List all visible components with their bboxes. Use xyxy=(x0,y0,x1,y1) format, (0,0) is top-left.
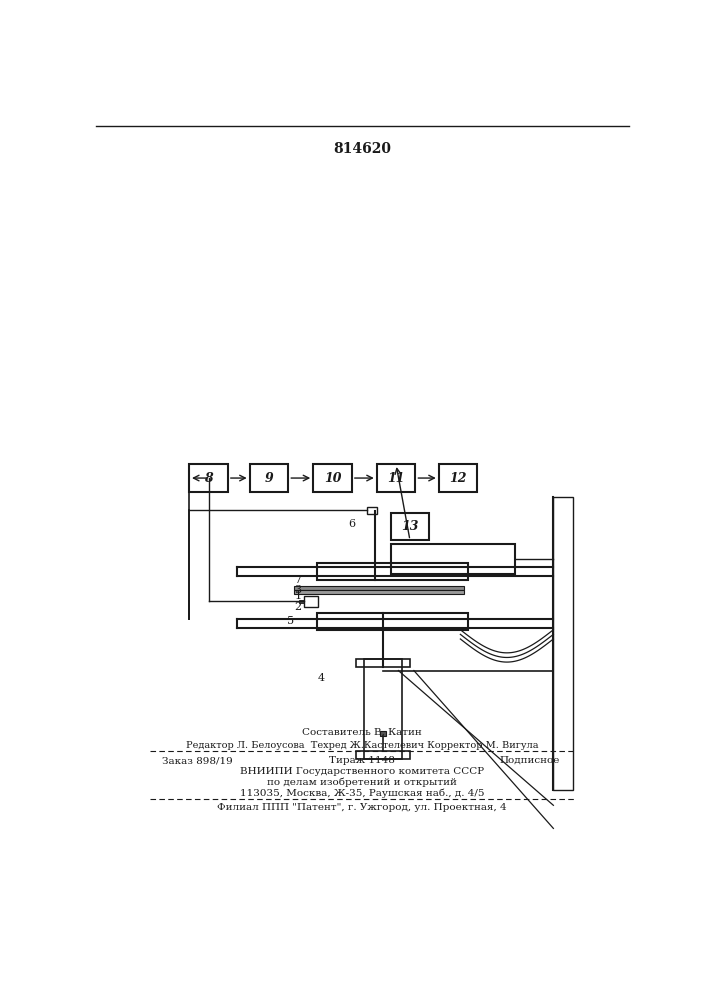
Text: 814620: 814620 xyxy=(333,142,391,156)
Bar xyxy=(317,613,468,630)
Bar xyxy=(363,659,402,759)
Bar xyxy=(317,563,468,580)
Bar xyxy=(391,513,429,540)
Bar xyxy=(380,731,386,736)
Bar xyxy=(313,464,352,492)
Bar xyxy=(304,596,317,607)
Text: 2: 2 xyxy=(294,602,301,612)
Text: Тираж 1148: Тираж 1148 xyxy=(329,756,395,765)
Bar xyxy=(377,464,416,492)
Bar xyxy=(438,464,477,492)
Text: 9: 9 xyxy=(264,472,274,485)
Bar xyxy=(293,586,464,590)
Text: 7: 7 xyxy=(295,575,301,585)
Text: Заказ 898/19: Заказ 898/19 xyxy=(162,756,233,765)
Text: Редактор Л. Белоусова  Техред Ж.Кастелевич Корректор М. Вигула: Редактор Л. Белоусова Техред Ж.Кастелеви… xyxy=(186,741,538,750)
Text: Подписное: Подписное xyxy=(500,756,561,765)
Text: Филиал ППП "Патент", г. Ужгород, ул. Проектная, 4: Филиал ППП "Патент", г. Ужгород, ул. Про… xyxy=(217,803,507,812)
Text: 5: 5 xyxy=(286,615,293,626)
Text: 6: 6 xyxy=(349,519,356,529)
Text: 12: 12 xyxy=(450,472,467,485)
Bar xyxy=(356,659,410,667)
Text: 113035, Москва, Ж-35, Раушская наб., д. 4/5: 113035, Москва, Ж-35, Раушская наб., д. … xyxy=(240,788,484,798)
Text: 11: 11 xyxy=(387,472,405,485)
Text: по делам изобретений и открытий: по делам изобретений и открытий xyxy=(267,778,457,787)
Text: 1: 1 xyxy=(294,591,301,601)
Bar xyxy=(189,464,228,492)
Bar xyxy=(299,600,304,603)
Text: Составитель В. Катин: Составитель В. Катин xyxy=(302,728,422,737)
Bar xyxy=(293,590,464,594)
Text: 10: 10 xyxy=(324,472,341,485)
Bar xyxy=(554,497,573,790)
Text: ВНИИПИ Государственного комитета СССР: ВНИИПИ Государственного комитета СССР xyxy=(240,767,484,776)
Text: 4: 4 xyxy=(317,673,325,683)
Text: 8: 8 xyxy=(204,472,213,485)
Text: 13: 13 xyxy=(402,520,419,533)
Text: 3: 3 xyxy=(294,585,301,595)
Bar xyxy=(356,751,410,759)
Bar xyxy=(250,464,288,492)
Bar xyxy=(391,544,515,574)
Bar xyxy=(368,507,377,514)
